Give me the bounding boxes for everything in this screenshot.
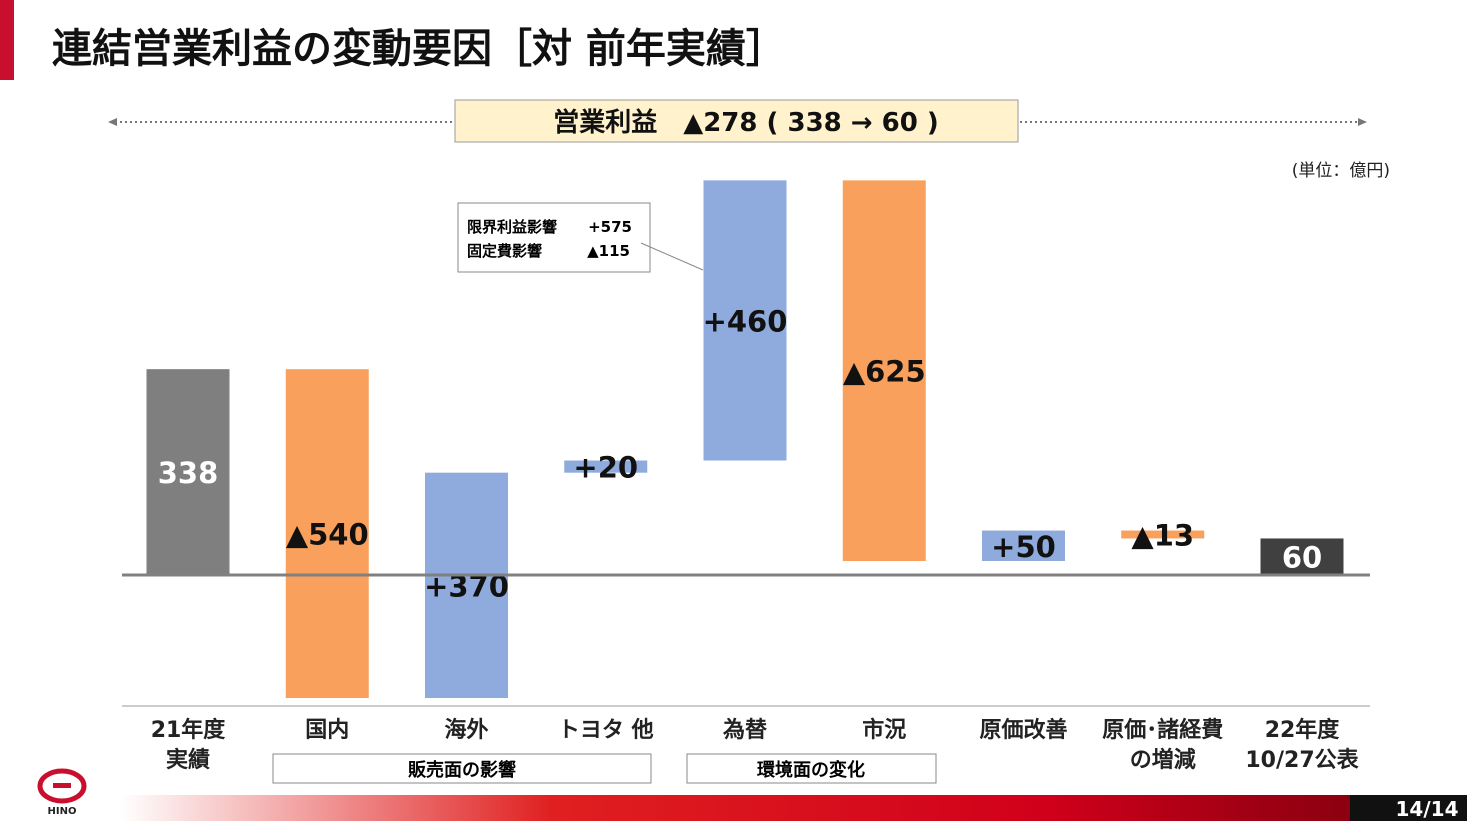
title: 連結営業利益の変動要因［対 前年実績］	[52, 26, 786, 72]
page-number: 14/14	[1396, 797, 1459, 821]
group-label: 環境面の変化	[757, 759, 865, 781]
logo-text: HINO	[48, 806, 77, 817]
category-label: 海外	[444, 718, 489, 743]
category-label: 為替	[722, 718, 767, 743]
category-label: トヨタ 他	[557, 718, 654, 743]
callout-value: +575	[588, 218, 632, 236]
unit: (単位：億円)	[1292, 161, 1390, 181]
value-label: 338	[158, 456, 219, 490]
value-label: +460	[703, 304, 788, 338]
logo-mark	[53, 783, 71, 788]
summary-box	[454, 99, 1019, 143]
bar	[425, 472, 508, 699]
value-label: +20	[573, 451, 638, 485]
callout-leader	[640, 242, 704, 271]
group-label: 販売面の影響	[408, 759, 516, 781]
footer-band	[120, 795, 1352, 821]
category-label: 22年度 10/27公表	[1245, 718, 1359, 773]
value-label: ▲13	[1131, 519, 1194, 553]
callout-value: ▲115	[587, 242, 630, 260]
category-label: 原価･諸経費 の増減	[1102, 718, 1224, 773]
group-box	[272, 753, 652, 784]
bar	[285, 369, 369, 699]
bar	[1260, 538, 1344, 575]
category-label: 21年度 実績	[150, 718, 226, 773]
bar	[564, 460, 648, 473]
bar	[703, 180, 787, 461]
group-box	[686, 753, 937, 784]
summary: 営業利益 ▲278 ( 338 → 60 )	[553, 108, 939, 138]
value-label: +50	[991, 530, 1056, 564]
callout-label: 固定費影響	[467, 242, 542, 260]
value-label: ▲625	[843, 355, 926, 389]
callout-label: 限界利益影響	[467, 218, 557, 236]
bar	[1121, 530, 1205, 539]
value-label: 60	[1282, 541, 1322, 575]
category-label: 原価改善	[979, 718, 1068, 743]
callout-box	[457, 202, 651, 273]
value-label: ▲540	[286, 518, 369, 552]
bar	[146, 369, 230, 575]
bar	[982, 530, 1065, 561]
category-label: 国内	[305, 718, 350, 743]
logo-mark	[37, 768, 87, 804]
accent-bar	[0, 0, 14, 80]
bar	[842, 180, 926, 561]
page-box	[1350, 795, 1467, 821]
category-label: 市況	[862, 718, 907, 743]
